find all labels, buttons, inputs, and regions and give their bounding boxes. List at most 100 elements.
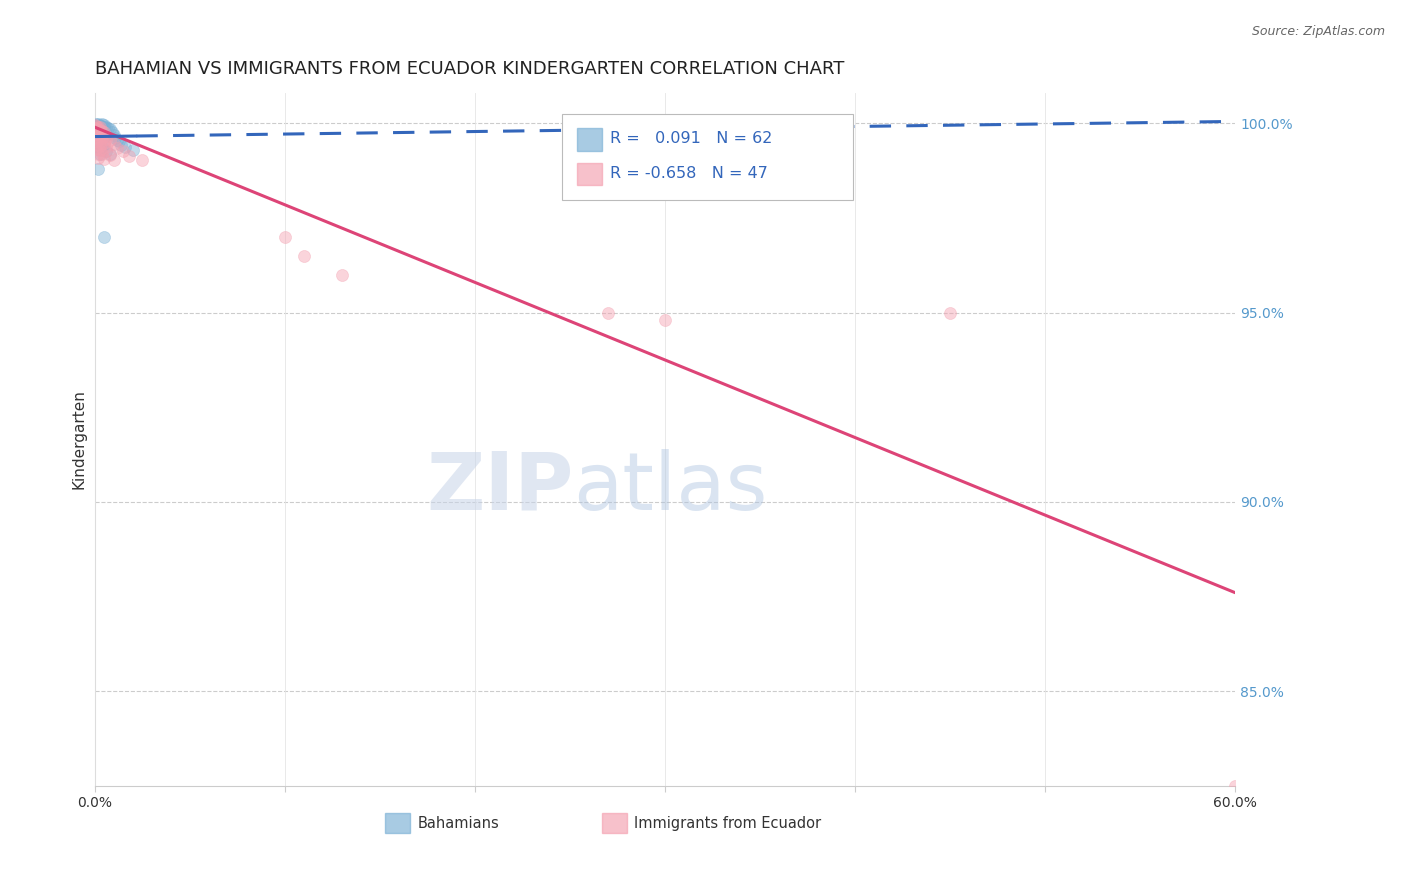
Point [87,130,110,145]
Point [93,125,115,139]
Point [91,131,114,145]
Point [89,143,111,157]
Point [596,305,619,319]
Point [93,230,115,244]
Text: Source: ZipAtlas.com: Source: ZipAtlas.com [1251,25,1385,38]
Point [83,120,105,135]
Point [112,145,135,159]
Point [87,146,110,161]
Text: atlas: atlas [574,449,768,527]
Point [89,143,111,157]
Point [86,138,108,153]
Point [110,137,132,152]
Point [330,268,353,282]
Point [86,117,108,131]
Point [86,119,108,133]
Point [89,124,111,138]
Point [87,161,110,176]
Text: ZIP: ZIP [426,449,574,527]
Text: R = -0.658   N = 47: R = -0.658 N = 47 [610,166,768,181]
Point [94,120,117,135]
Point [91,128,114,142]
Point [91,127,114,141]
Point [89,122,111,136]
Point [86,135,108,149]
Point [87,136,110,150]
Point [104,130,127,145]
Point [83,118,105,132]
Bar [576,128,602,151]
Bar [602,814,627,833]
Point [108,135,131,149]
Point [93,120,115,134]
Point [89,134,111,148]
Point [87,139,110,153]
Point [103,153,125,167]
Point [94,140,117,154]
Point [89,132,111,146]
Point [89,127,111,141]
Point [93,136,115,151]
Point [98,133,121,147]
Point [86,121,108,136]
Point [292,249,315,263]
Point [91,122,114,136]
Bar [576,163,602,186]
Point [121,143,143,157]
Point [939,305,962,319]
Point [83,118,105,132]
Point [83,126,105,140]
Point [93,152,115,166]
Point [87,126,110,140]
Point [89,146,111,161]
Point [93,125,115,139]
Point [86,126,108,140]
Point [94,144,117,158]
Point [89,139,111,153]
Text: BAHAMIAN VS IMMIGRANTS FROM ECUADOR KINDERGARTEN CORRELATION CHART: BAHAMIAN VS IMMIGRANTS FROM ECUADOR KIND… [94,60,844,78]
Point [103,136,125,151]
Point [273,230,295,244]
Point [94,144,117,158]
Point [91,118,114,132]
Point [87,120,110,134]
Point [87,120,110,134]
Point [93,136,115,150]
Text: R =   0.091   N = 62: R = 0.091 N = 62 [610,131,772,146]
Point [89,129,111,144]
Point [87,128,110,142]
Point [91,140,114,154]
Point [87,134,110,148]
Point [98,148,121,162]
Point [105,140,128,154]
Y-axis label: Kindergarten: Kindergarten [72,390,86,490]
Point [86,135,108,149]
Point [654,313,676,327]
Point [118,149,141,163]
Point [83,130,105,145]
Point [98,147,121,161]
Point [103,128,125,142]
Point [89,120,111,134]
Point [105,133,128,147]
Point [91,124,114,138]
Point [86,123,108,137]
Point [87,124,110,138]
Point [91,147,114,161]
Point [86,131,108,145]
Point [83,120,105,135]
Point [87,132,110,146]
Point [93,130,115,145]
Point [87,121,110,136]
Point [86,119,108,133]
Point [93,118,115,132]
Point [87,122,110,136]
Text: Immigrants from Ecuador: Immigrants from Ecuador [634,815,821,830]
FancyBboxPatch shape [562,114,853,201]
Bar [385,814,411,833]
Point [86,121,108,136]
Point [94,128,117,142]
Point [86,133,108,147]
Point [89,135,111,149]
Point [87,129,110,144]
